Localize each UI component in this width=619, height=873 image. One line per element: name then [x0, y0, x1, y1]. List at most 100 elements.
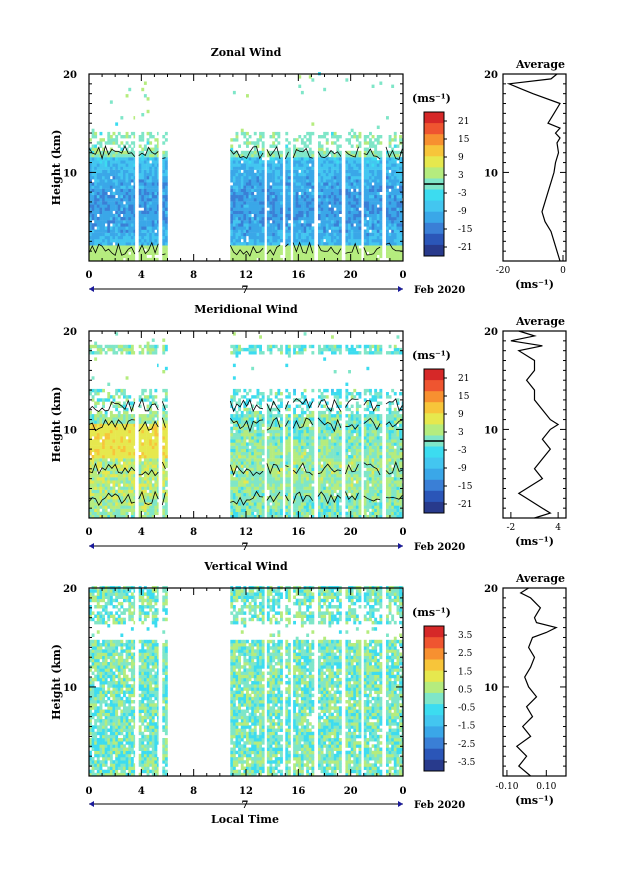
heatmap-cell — [235, 451, 239, 456]
heatmap-cell — [248, 423, 252, 427]
heatmap-cell — [246, 458, 249, 462]
heatmap-cell — [238, 229, 241, 233]
heatmap-cell — [96, 410, 100, 415]
heatmap-cell — [240, 182, 244, 186]
heatmap-cell — [350, 213, 354, 218]
heatmap-cell — [120, 344, 124, 349]
heatmap-cell — [256, 182, 260, 186]
heatmap-cell — [303, 172, 307, 177]
heatmap-cell — [246, 185, 249, 189]
heatmap-cell — [345, 78, 349, 82]
heatmap-cell — [251, 210, 255, 214]
heatmap-cell — [89, 153, 92, 158]
heatmap-cell — [104, 229, 108, 233]
colorbar-swatch — [424, 134, 444, 146]
heatmap-cell — [91, 232, 95, 237]
heatmap-cell — [345, 176, 349, 180]
heatmap-cell — [141, 220, 145, 224]
heatmap-cell — [345, 213, 349, 218]
heatmap-cell — [363, 179, 367, 183]
heatmap-cell — [128, 144, 132, 148]
heatmap-cell — [308, 198, 312, 202]
heatmap-cell — [240, 172, 244, 177]
heatmap-cell — [259, 153, 262, 158]
heatmap-cell — [151, 455, 155, 459]
heatmap-cell — [388, 223, 392, 227]
heatmap-cell — [107, 157, 111, 161]
heatmap-cell — [128, 417, 132, 421]
heatmap-cell — [259, 398, 262, 402]
heatmap-cell — [128, 505, 132, 509]
heatmap-cell — [320, 207, 324, 211]
heatmap-cell — [109, 235, 113, 240]
heatmap-cell — [104, 398, 108, 402]
heatmap-cell — [99, 198, 103, 202]
heatmap-cell — [311, 172, 315, 177]
heatmap-cell — [293, 251, 296, 255]
heatmap-cell — [120, 492, 124, 497]
heatmap-cell — [162, 257, 166, 262]
heatmap-cell — [130, 442, 134, 446]
heatmap-cell — [107, 239, 111, 243]
heatmap-cell — [393, 232, 397, 237]
heatmap-cell — [99, 220, 103, 224]
heatmap-cell — [253, 210, 257, 214]
heatmap-cell — [303, 201, 307, 205]
heatmap-cell — [91, 420, 95, 424]
heatmap-cell — [164, 213, 168, 218]
heatmap-cell — [102, 455, 105, 459]
heatmap-cell — [230, 157, 234, 161]
heatmap-cell — [371, 220, 375, 224]
heatmap-cell — [112, 455, 116, 459]
heatmap-cell — [164, 423, 168, 427]
heatmap-cell — [123, 436, 126, 440]
heatmap-cell — [151, 477, 155, 481]
heatmap-cell — [348, 198, 351, 202]
heatmap-cell — [358, 135, 362, 139]
heatmap-cell — [261, 257, 265, 262]
heatmap-cell — [117, 499, 121, 503]
heatmap-cell — [94, 341, 98, 345]
heatmap-cell — [120, 502, 124, 506]
heatmap-cell — [350, 204, 354, 208]
heatmap-cell — [393, 242, 397, 246]
heatmap-cell — [109, 505, 113, 509]
heatmap-cell — [363, 245, 367, 249]
heatmap-cell — [391, 232, 395, 237]
heatmap-cell — [300, 198, 304, 202]
heatmap-cell — [259, 335, 262, 339]
heatmap-cell — [143, 477, 147, 481]
heatmap-cell — [232, 251, 236, 255]
heatmap-cell — [123, 511, 126, 516]
heatmap-cell — [120, 464, 124, 468]
heatmap-cell — [125, 414, 129, 418]
heatmap-cell — [336, 176, 340, 180]
heatmap-cell — [396, 204, 400, 208]
heatmap-cell — [230, 176, 234, 180]
heatmap-cell — [102, 160, 105, 164]
heatmap-cell — [157, 245, 159, 249]
heatmap-cell — [363, 160, 367, 164]
heatmap-cell — [256, 461, 260, 465]
heatmap-cell — [374, 251, 378, 255]
heatmap-cell — [112, 245, 116, 249]
heatmap-cell — [393, 223, 397, 227]
heatmap-cell — [133, 188, 136, 192]
heatmap-cell — [235, 169, 239, 174]
heatmap-cell — [99, 470, 103, 475]
contour-line — [317, 149, 342, 159]
heatmap-cell — [130, 242, 134, 246]
heatmap-cell — [266, 248, 270, 252]
heatmap-cell — [133, 150, 136, 155]
heatmap-cell — [230, 198, 234, 202]
heatmap-cell — [115, 257, 119, 262]
heatmap-cell — [280, 160, 283, 164]
heatmap-cell — [164, 172, 168, 177]
heatmap-cell — [295, 157, 299, 161]
heatmap-cell — [393, 229, 397, 233]
heatmap-cell — [277, 185, 281, 189]
heatmap-cell — [130, 254, 134, 259]
heatmap-cell — [138, 239, 142, 243]
heatmap-cell — [141, 216, 145, 221]
heatmap-cell — [94, 257, 98, 262]
